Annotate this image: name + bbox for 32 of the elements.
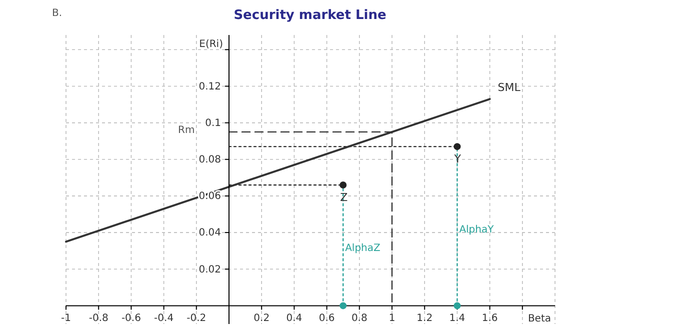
- y-tick-label: 0.1: [205, 118, 221, 129]
- x-tick-label: 0.4: [286, 312, 302, 324]
- x-tick-label: -0.6: [121, 312, 141, 324]
- annotation: AlphaY: [459, 224, 495, 236]
- series-label: Y: [453, 152, 462, 166]
- x-tick-label: -1: [61, 312, 71, 324]
- x-tick-label: -0.2: [186, 312, 206, 324]
- x-axis-title: Beta: [528, 314, 551, 325]
- y-axis-title: E(Ri): [199, 39, 224, 50]
- chart-title: Security market Line: [234, 8, 386, 23]
- series-label: Z: [340, 190, 348, 204]
- point: [340, 181, 347, 188]
- x-tick-label: -0.8: [88, 312, 108, 324]
- x-tick-label: 1.2: [416, 312, 433, 324]
- annotation: Rm: [178, 125, 195, 136]
- series-label: SML: [498, 81, 522, 94]
- point: [454, 143, 461, 150]
- x-tick-label: 0.8: [351, 312, 368, 324]
- y-tick-label: 0.12: [198, 81, 221, 92]
- x-tick-label: 1.4: [449, 312, 466, 324]
- point: [454, 302, 461, 310]
- text: B.: [52, 8, 62, 19]
- y-tick-label: 0.02: [198, 264, 221, 276]
- x-tick-label: 1: [388, 312, 396, 324]
- x-tick-label: 0.6: [318, 312, 335, 324]
- y-tick-label: 0.04: [198, 228, 221, 239]
- y-tick-label: 0.08: [198, 154, 221, 166]
- annotation: AlphaZ: [345, 242, 381, 254]
- x-tick-label: 1.6: [482, 312, 498, 324]
- x-tick-label: 0.2: [254, 312, 270, 324]
- x-tick-label: -0.4: [154, 312, 174, 324]
- point: [340, 302, 347, 310]
